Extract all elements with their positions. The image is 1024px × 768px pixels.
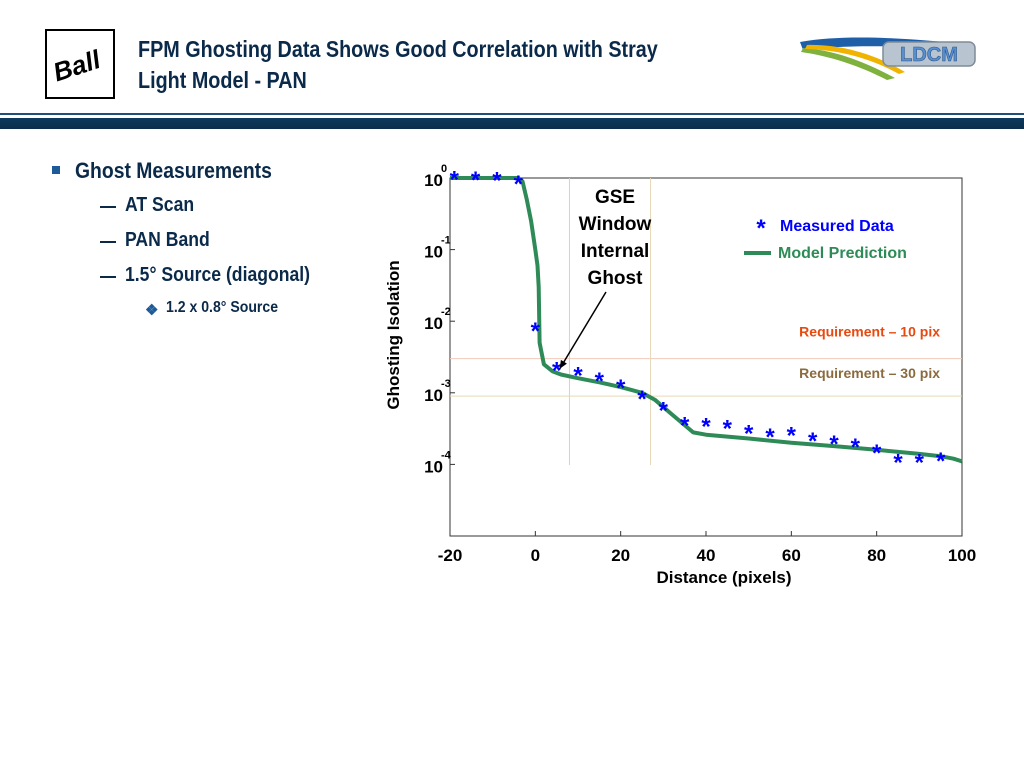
model-prediction-line [450, 176, 963, 464]
measured-data-point: * [744, 420, 754, 447]
y-axis-label: Ghosting Isolation [384, 260, 403, 409]
measured-data-point: * [808, 428, 818, 455]
measured-data-point: * [851, 434, 861, 461]
model-prediction-series [450, 176, 963, 464]
legend-measured-marker: * [756, 215, 766, 242]
header-rule-thin [0, 113, 1024, 115]
y-tick-label: 10 [424, 314, 443, 333]
annotation-text-line: Window [579, 214, 652, 235]
requirement-lines: Requirement – 10 pix Requirement – 30 pix [450, 178, 962, 465]
measured-data-point: * [659, 398, 669, 425]
bullet-text: Ghost Measurements [75, 158, 272, 183]
bullet-ghost-measurements: Ghost Measurements [48, 158, 368, 194]
bullet-text: AT Scan [125, 194, 195, 216]
measured-data-point: * [936, 448, 946, 475]
annotation-text-line: GSE [595, 187, 635, 208]
ball-logo: Ball [45, 29, 115, 99]
slide-title-line-1: FPM Ghosting Data Shows Good Correlation… [138, 36, 658, 62]
y-tick-label: 10 [424, 171, 443, 190]
x-tick-label: 40 [697, 546, 716, 565]
measured-data-point: * [595, 368, 605, 395]
x-tick-label: 100 [948, 546, 976, 565]
logo-plate [882, 41, 976, 67]
logo-swoosh-gold [805, 44, 905, 74]
y-tick-label: 10 [424, 386, 443, 405]
y-tick-exponent: -4 [441, 449, 452, 461]
annotation-arrow-head [559, 359, 567, 369]
x-tick-label: 60 [782, 546, 801, 565]
diamond-bullet-icon: ❖ [145, 302, 159, 319]
requirement-label: Requirement – 10 pix [799, 324, 940, 340]
annotation-text-line: Internal [581, 241, 650, 262]
annotation-text-line: Ghost [588, 268, 644, 289]
measured-data-point: * [893, 449, 903, 476]
measured-data-point: * [787, 423, 797, 450]
measured-data-point: * [915, 449, 925, 476]
x-tick-label: 0 [531, 546, 540, 565]
measured-data-point: * [680, 413, 690, 440]
measured-data-point: * [492, 167, 502, 194]
bullet-text: 1.5° Source (diagonal) [125, 264, 311, 286]
legend: * Measured Data Model Prediction [744, 215, 907, 262]
x-tick-label: 80 [867, 546, 886, 565]
measured-data-point: * [616, 375, 626, 402]
measured-data-point: * [723, 415, 733, 442]
dash-bullet-icon [100, 241, 116, 243]
slide-title-line-2: Light Model - PAN [138, 67, 307, 93]
x-axis-label: Distance (pixels) [656, 568, 791, 587]
measured-data-point: * [450, 167, 460, 194]
ball-logo-mark: Ball [49, 44, 104, 88]
y-tick-exponent: 0 [441, 163, 447, 175]
bullet-text: PAN Band [125, 229, 210, 251]
x-tick-label: 20 [611, 546, 630, 565]
y-tick-label: 10 [424, 243, 443, 262]
measured-data-point: * [829, 431, 839, 458]
measured-data-point: * [701, 413, 711, 440]
logo-ldcm-text: LDCM [900, 44, 958, 66]
bullet-text: 1.2 x 0.8° Source [166, 299, 279, 316]
bullet-at-scan: AT Scan [48, 194, 368, 229]
logo-swoosh-green [801, 48, 895, 80]
ldcm-logo: LDCM [800, 37, 976, 80]
requirement-label: Requirement – 30 pix [799, 365, 940, 381]
bullet-source-size: ❖ 1.2 x 0.8° Source [48, 299, 368, 329]
measured-data-point: * [514, 171, 524, 198]
bullet-list: Ghost Measurements AT Scan PAN Band 1.5°… [48, 158, 368, 329]
measured-data-point: * [765, 424, 775, 451]
square-bullet-icon [52, 166, 60, 174]
measured-data-point: * [471, 167, 481, 194]
legend-measured-label: Measured Data [780, 218, 894, 235]
ghost-annotation: GSE Window Internal Ghost [559, 187, 652, 370]
legend-model-label: Model Prediction [778, 245, 907, 262]
measured-data-point: * [552, 358, 562, 385]
y-tick-label: 10 [424, 457, 443, 476]
measured-data-point: * [531, 318, 541, 345]
dash-bullet-icon [100, 276, 116, 278]
measured-data-series: * * * * * * * * * * * * * * * * * * * * * * * * [450, 167, 946, 477]
x-tick-label: -20 [438, 546, 463, 565]
measured-data-point: * [872, 440, 882, 467]
measured-data-point: * [637, 386, 647, 413]
bullet-pan-band: PAN Band [48, 229, 368, 264]
bullet-source-diagonal: 1.5° Source (diagonal) [48, 264, 368, 299]
measured-data-point: * [573, 363, 583, 390]
annotation-arrow-line [559, 291, 607, 370]
x-tick-labels: -20 0 20 40 60 80 100 [438, 531, 976, 565]
header-rule-band [0, 118, 1024, 129]
y-tick-exponent: -2 [441, 306, 451, 318]
y-tick-exponent: -1 [441, 235, 451, 247]
dash-bullet-icon [100, 206, 116, 208]
y-tick-exponent: -3 [441, 378, 451, 390]
slide-title: FPM Ghosting Data Shows Good Correlation… [138, 34, 706, 96]
